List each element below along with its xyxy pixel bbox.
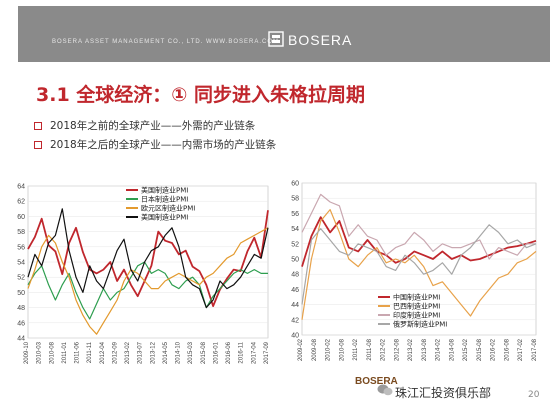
page-number: 20 [528, 390, 540, 400]
x-tick-label: 2014-08 [449, 338, 455, 361]
bullet-item: 2018年之前的全球产业——外需的产业链条 [34, 118, 276, 137]
x-tick-label: 2012-08 [394, 338, 400, 361]
bullet-list: 2018年之前的全球产业——外需的产业链条 2018年之后的全球产业——内需市场… [34, 118, 276, 156]
x-tick-label: 2012-09 [112, 341, 118, 364]
chart-developed-pmi: 44 46 48 50 52 54 56 58 60 62 64 2009-10 2010-03 2010… [17, 184, 270, 365]
y-tick-label: 58 [17, 229, 25, 236]
x-tick-label: 2014-10 [176, 341, 182, 364]
bullet-text: 2018年之前的全球产业——外需的产业链条 [50, 120, 256, 132]
x-tick-label: 2013-07 [138, 341, 144, 364]
x-tick-label: 2009-08 [312, 338, 318, 361]
y-tick-label: 60 [17, 214, 25, 221]
x-tick-label: 2015-08 [201, 341, 207, 364]
y-tick-label: 44 [17, 336, 25, 343]
y-tick-label: 52 [17, 275, 25, 282]
y-tick-label: 48 [291, 272, 299, 279]
checkbox-icon [34, 141, 42, 149]
series-line [27, 210, 269, 308]
x-tick-label: 2016-01 [213, 341, 219, 364]
legend-label: 中国制造业PMI [393, 293, 440, 302]
x-tick-label: 2011-11 [87, 341, 93, 363]
checkbox-icon [34, 122, 42, 130]
header-banner: BOSERA ASSET MANAGEMENT CO., LTD. WWW.BO… [0, 0, 550, 62]
x-tick-label: 2012-02 [381, 338, 387, 361]
y-tick-label: 46 [291, 287, 299, 294]
series-line [301, 216, 537, 267]
y-tick-label: 46 [17, 320, 25, 327]
legend-label: 欧元区制造业PMI [141, 204, 195, 213]
x-tick-label: 2010-02 [326, 338, 332, 361]
x-tick-label: 2011-02 [353, 338, 359, 360]
footer-logo: BOSERA [355, 376, 398, 387]
header-band [18, 6, 550, 62]
x-tick-label: 2009-02 [298, 338, 304, 361]
legend-label: 俄罗斯制造业PMI [393, 320, 447, 329]
legend-label: 巴西制造业PMI [393, 302, 440, 311]
x-tick-label: 2013-08 [422, 338, 428, 361]
x-tick-label: 2015-08 [477, 338, 483, 361]
series-line [301, 208, 537, 320]
y-tick-label: 62 [17, 199, 25, 206]
x-tick-label: 2015-03 [188, 341, 194, 364]
x-tick-label: 2014-05 [163, 341, 169, 364]
x-tick-label: 2013-02 [408, 338, 414, 361]
y-tick-label: 42 [291, 317, 299, 324]
legend-label: 日本制造业PMI [141, 195, 188, 204]
y-tick-label: 56 [17, 244, 25, 251]
x-tick-label: 2011-08 [367, 338, 373, 360]
x-tick-label: 2016-02 [491, 338, 497, 361]
chart-emerging-pmi: 40 42 44 46 48 50 52 54 56 58 60 2009-02 2009-08 2010… [291, 181, 538, 362]
y-tick-label: 58 [291, 196, 299, 203]
y-tick-label: 54 [291, 226, 299, 233]
x-tick-label: 2011-06 [75, 341, 81, 363]
legend-label: 印度制造业PMI [393, 311, 440, 320]
x-tick-label: 2013-02 [125, 341, 131, 364]
series-line [27, 227, 269, 335]
x-tick-label: 2016-11 [239, 341, 245, 363]
y-tick-label: 60 [291, 181, 299, 188]
y-tick-label: 44 [291, 302, 299, 309]
wechat-icon [377, 384, 393, 396]
y-tick-label: 40 [291, 333, 299, 340]
series-line [301, 193, 536, 260]
x-tick-label: 2016-06 [226, 341, 232, 364]
series-line [27, 208, 269, 309]
x-tick-label: 2017-02 [518, 338, 524, 361]
y-tick-label: 56 [291, 211, 299, 218]
y-tick-label: 48 [17, 305, 25, 312]
x-tick-label: 2012-04 [100, 341, 106, 364]
y-tick-label: 50 [291, 257, 299, 264]
x-tick-label: 2009-10 [24, 341, 30, 364]
x-tick-label: 2010-08 [339, 338, 345, 361]
legend-label: 美国制造业PMI [141, 213, 188, 222]
bullet-text: 2018年之后的全球产业——内需市场的产业链条 [50, 139, 277, 151]
bosera-logo-icon [268, 31, 284, 47]
y-tick-label: 50 [17, 290, 25, 297]
company-line: BOSERA ASSET MANAGEMENT CO., LTD. WWW.BO… [52, 39, 280, 45]
x-tick-label: 2017-08 [532, 338, 538, 361]
x-tick-label: 2011-01 [62, 341, 68, 363]
x-tick-label: 2010-03 [37, 341, 43, 364]
y-tick-label: 54 [17, 260, 25, 267]
x-tick-label: 2016-08 [504, 338, 510, 361]
x-tick-label: 2014-02 [436, 338, 442, 361]
bullet-item: 2018年之后的全球产业——内需市场的产业链条 [34, 137, 276, 156]
x-tick-label: 2015-02 [463, 338, 469, 361]
page-title: 3.1 全球经济：① 同步进入朱格拉周期 [36, 84, 365, 106]
bosera-logo-text: BOSERA [288, 32, 353, 48]
legend-label: 美国制造业PMI [141, 186, 188, 195]
x-tick-label: 2017-09 [264, 341, 270, 364]
series-line [301, 224, 537, 305]
watermark-text: 珠江汇投资俱乐部 [395, 386, 492, 400]
x-tick-label: 2010-08 [49, 341, 55, 364]
x-tick-label: 2013-12 [150, 341, 156, 364]
x-tick-label: 2017-04 [251, 341, 257, 364]
y-tick-label: 52 [291, 241, 299, 248]
y-tick-label: 64 [17, 184, 25, 191]
